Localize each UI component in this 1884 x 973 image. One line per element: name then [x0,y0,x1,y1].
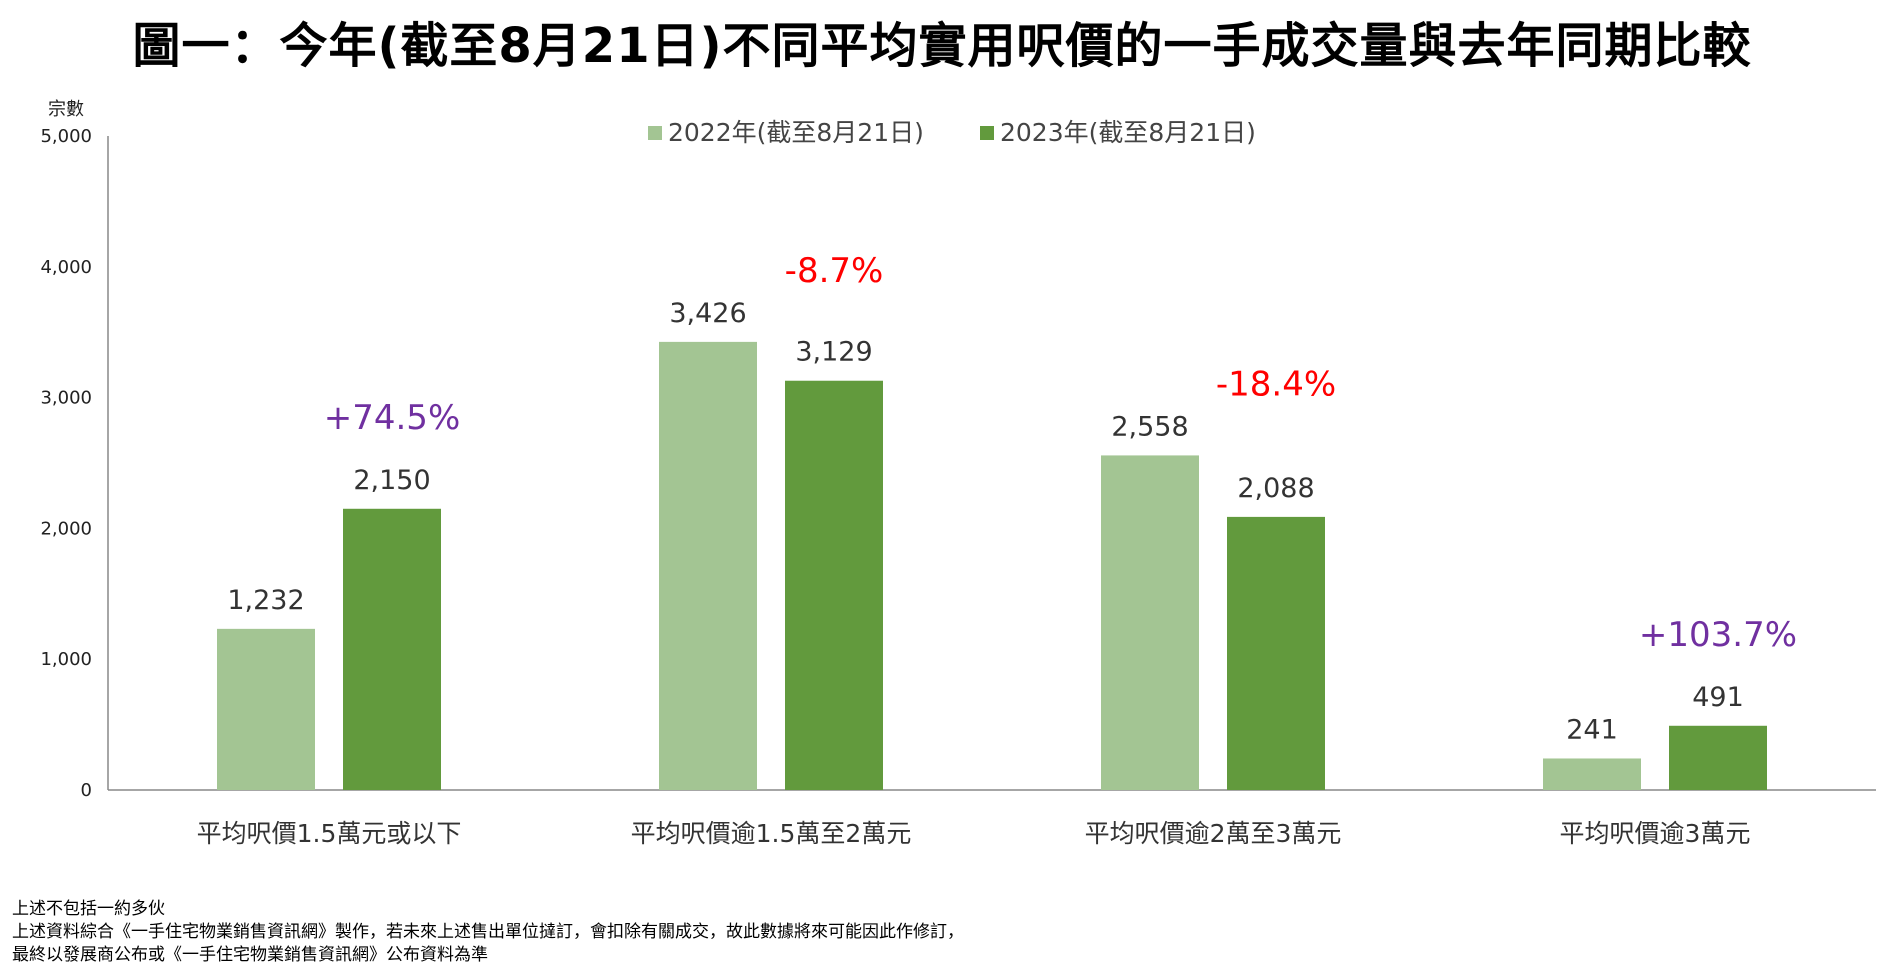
y-tick-label: 0 [81,780,92,801]
legend-label: 2022年(截至8月21日) [668,118,924,147]
bar [1101,455,1199,790]
footnote-line: 最終以發展商公布或《一手住宅物業銷售資訊網》公布資料為準 [12,945,488,965]
y-tick-label: 1,000 [40,649,92,670]
data-label: 2,088 [1237,473,1314,504]
change-label: -18.4% [1216,364,1336,404]
data-label: 1,232 [227,585,304,616]
footnotes: 上述不包括一約多伙 上述資料綜合《一手住宅物業銷售資訊網》製作，若未來上述售出單… [12,898,964,967]
chart-title: 圖一：今年(截至8月21日)不同平均實用呎價的一手成交量與去年同期比較 [132,18,1752,74]
bar [785,380,883,790]
y-tick-label: 4,000 [40,257,92,278]
bar [1669,725,1767,790]
bar [1227,516,1325,790]
data-label: 2,150 [353,465,430,496]
legend-swatch [980,126,994,140]
data-label: 3,129 [795,337,872,368]
data-label: 241 [1566,714,1618,745]
bar-chart: 宗數 0 1,000 2,000 3,000 4,000 5,000 1,232 2,150… [40,99,1876,848]
bar [659,341,757,790]
data-label: 491 [1692,682,1744,713]
legend-swatch [648,126,662,140]
y-tick-label: 3,000 [40,388,92,409]
y-axis-label: 宗數 [48,99,84,120]
change-label: +74.5% [324,398,461,438]
data-label: 2,558 [1111,411,1188,442]
y-tick-label: 2,000 [40,518,92,539]
footnote-line: 上述不包括一約多伙 [12,899,165,919]
bar [1543,758,1641,790]
change-label: -8.7% [785,251,884,291]
footnote-line: 上述資料綜合《一手住宅物業銷售資訊網》製作，若未來上述售出單位撻訂，會扣除有關成… [12,922,964,942]
bar [217,628,315,790]
x-category-label: 平均呎價1.5萬元或以下 [197,819,462,848]
y-tick-label: 5,000 [40,126,92,147]
legend-label: 2023年(截至8月21日) [1000,118,1256,147]
x-category-label: 平均呎價逾2萬至3萬元 [1085,819,1342,848]
x-category-label: 平均呎價逾3萬元 [1560,819,1751,848]
x-category-label: 平均呎價逾1.5萬至2萬元 [631,819,912,848]
bar [343,508,441,790]
data-label: 3,426 [669,298,746,329]
change-label: +103.7% [1639,615,1797,655]
